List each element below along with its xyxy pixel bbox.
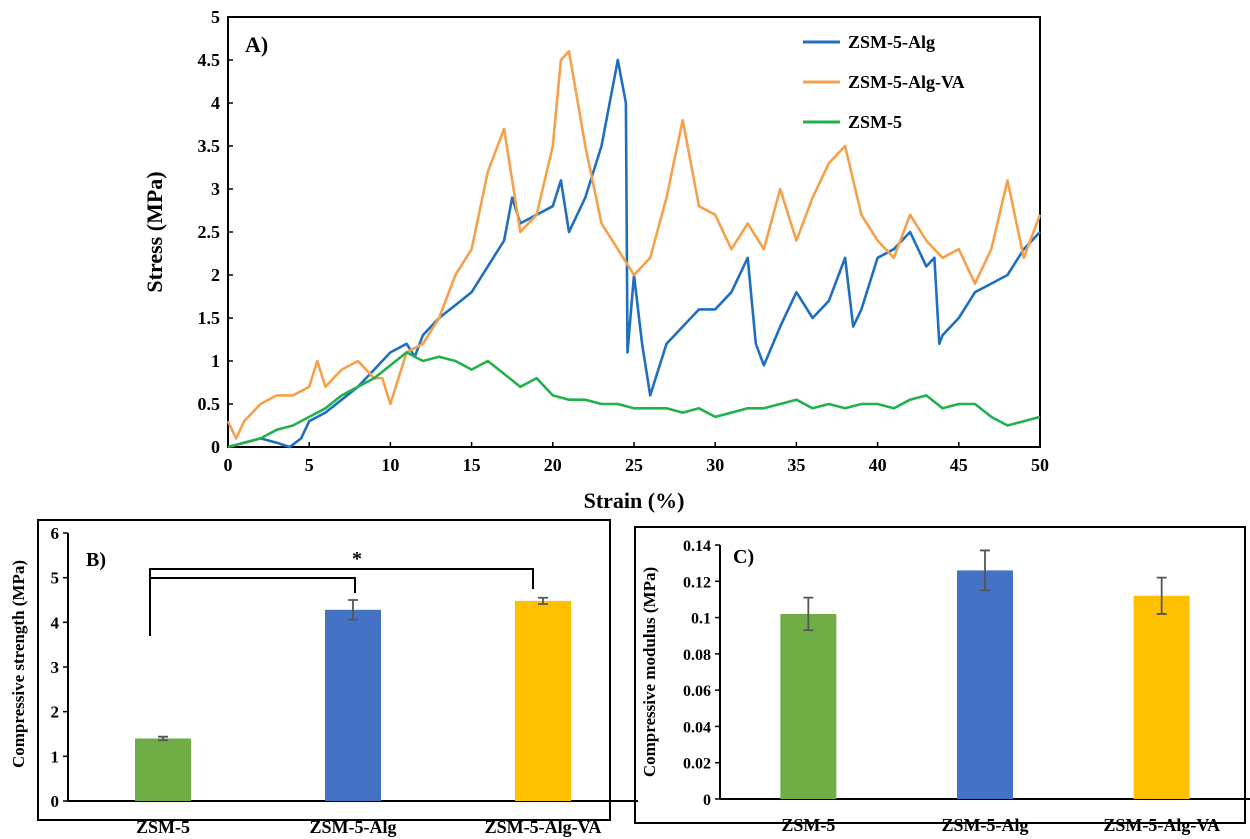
panel-b-label: B) bbox=[86, 549, 106, 571]
y-tick-label: 4.5 bbox=[198, 50, 221, 70]
y-tick-label: 0.06 bbox=[683, 683, 711, 700]
panel-c-label: C) bbox=[733, 546, 754, 568]
y-tick-label: 0.1 bbox=[691, 611, 711, 628]
y-tick-label: 2.5 bbox=[198, 222, 221, 242]
significance-asterisk: * bbox=[352, 548, 362, 570]
category-label-zsm-5-alg-va: ZSM-5-Alg-VA bbox=[485, 817, 602, 837]
category-label-zsm-5: ZSM-5 bbox=[781, 815, 835, 835]
y-tick-label: 5 bbox=[211, 7, 220, 27]
y-tick-label: 2 bbox=[51, 703, 60, 722]
error-bar-zsm-5-alg-va bbox=[1156, 576, 1167, 615]
x-tick-label: 20 bbox=[544, 455, 562, 475]
error-bar-zsm-5 bbox=[803, 596, 814, 632]
y-tick-label: 0.12 bbox=[683, 574, 711, 591]
panel-a-y-axis-label: Stress (MPa) bbox=[142, 171, 167, 292]
panel-a-legend: ZSM-5-Alg ZSM-5-Alg-VA ZSM-5 bbox=[803, 32, 965, 132]
category-label-zsm-5-alg: ZSM-5-Alg bbox=[310, 817, 397, 837]
error-bar-zsm-5-alg-va bbox=[538, 596, 548, 605]
y-tick-label: 6 bbox=[51, 524, 60, 543]
bar-zsm-5 bbox=[780, 613, 837, 799]
panel-b-bar-chart: B) Compressive strength (MPa) 0 1 2 3 4 5 6 ZS… bbox=[9, 519, 638, 837]
series-line-zsm-5 bbox=[227, 351, 1041, 449]
x-tick-label: 10 bbox=[381, 455, 399, 475]
y-tick-label: 1 bbox=[51, 747, 60, 766]
y-tick-label: 0.14 bbox=[683, 538, 711, 555]
significance-bracket-outer bbox=[149, 568, 534, 636]
y-tick-label: 1 bbox=[211, 351, 220, 371]
panel-a-ticks: 0 5 10 15 20 25 30 35 40 45 50 0 0.5 1 1.5 2 2.5 3 3.5 4 4.5… bbox=[198, 7, 1050, 475]
x-tick-label: 40 bbox=[869, 455, 887, 475]
y-tick-label: 2 bbox=[211, 265, 220, 285]
x-tick-label: 0 bbox=[224, 455, 233, 475]
y-tick-label: 0 bbox=[51, 792, 60, 811]
panel-a-x-axis-label: Strain (%) bbox=[584, 488, 685, 513]
panel-a-line-chart: A) 0 5 10 15 20 25 30 35 40 45 5000.511.522.533.54… bbox=[142, 7, 1049, 513]
x-tick-label: 45 bbox=[950, 455, 968, 475]
panel-c-bar-chart: C) Compressive modulus (MPa) 0 0.02 0.04 0.… bbox=[634, 526, 1250, 835]
panel-a-series-lines bbox=[226, 50, 1042, 449]
y-tick-label: 0 bbox=[703, 792, 711, 809]
x-tick-label: 35 bbox=[787, 455, 805, 475]
x-tick-label: 15 bbox=[463, 455, 481, 475]
y-tick-label: 3 bbox=[51, 658, 60, 677]
y-tick-label: 0.5 bbox=[198, 394, 221, 414]
category-label-zsm-5: ZSM-5 bbox=[136, 817, 190, 837]
significance-bracket-inner bbox=[150, 577, 356, 593]
y-tick-label: 4 bbox=[51, 613, 60, 632]
panel-b-significance-brackets: * bbox=[149, 548, 534, 636]
x-tick-label: 50 bbox=[1031, 455, 1049, 475]
y-tick-label: 4 bbox=[211, 93, 220, 113]
y-tick-label: 5 bbox=[51, 569, 60, 588]
y-tick-label: 0.04 bbox=[683, 719, 711, 736]
x-tick-label: 30 bbox=[706, 455, 724, 475]
panel-b-frame bbox=[37, 519, 611, 821]
panel-c-frame bbox=[634, 526, 1246, 824]
panel-c-bars: ZSM-5 ZSM-5-Alg ZSM-5-Alg-VA bbox=[780, 549, 1220, 835]
x-tick-label: 5 bbox=[305, 455, 314, 475]
y-tick-label: 3 bbox=[211, 179, 220, 199]
legend-label-zsm5-alg-va: ZSM-5-Alg-VA bbox=[848, 72, 965, 92]
y-tick-label: 0.02 bbox=[683, 756, 711, 773]
y-tick-label: 3.5 bbox=[198, 136, 221, 156]
category-label-zsm-5-alg: ZSM-5-Alg bbox=[942, 815, 1029, 835]
panel-b-bars: ZSM-5 ZSM-5-Alg ZSM-5-Alg-VA bbox=[135, 596, 602, 837]
y-tick-label: 1.5 bbox=[198, 308, 221, 328]
bar-zsm-5-alg-va bbox=[515, 600, 571, 801]
x-tick-label: 25 bbox=[625, 455, 643, 475]
panel-b-y-axis-label: Compressive strength (MPa) bbox=[9, 560, 28, 768]
error-bar-zsm-5-alg bbox=[348, 599, 358, 621]
panel-c-y-axis-label: Compressive modulus (MPa) bbox=[640, 567, 659, 777]
bar-zsm-5-alg-va bbox=[1133, 595, 1190, 799]
panel-a-label: A) bbox=[245, 32, 268, 57]
y-tick-label: 0 bbox=[211, 437, 220, 457]
bar-zsm-5-alg bbox=[325, 609, 381, 801]
y-tick-label: 0.08 bbox=[683, 647, 711, 664]
category-label-zsm-5-alg-va: ZSM-5-Alg-VA bbox=[1103, 815, 1220, 835]
legend-label-zsm5: ZSM-5 bbox=[848, 112, 902, 132]
error-bar-zsm-5 bbox=[158, 735, 168, 742]
legend-label-zsm5-alg: ZSM-5-Alg bbox=[848, 32, 935, 52]
series-line-zsm-5-alg bbox=[227, 58, 1041, 449]
error-bar-zsm-5-alg bbox=[980, 549, 990, 592]
bar-zsm-5-alg bbox=[957, 570, 1013, 799]
series-line-zsm-5-alg-va bbox=[226, 50, 1042, 440]
bar-zsm-5 bbox=[135, 738, 191, 801]
